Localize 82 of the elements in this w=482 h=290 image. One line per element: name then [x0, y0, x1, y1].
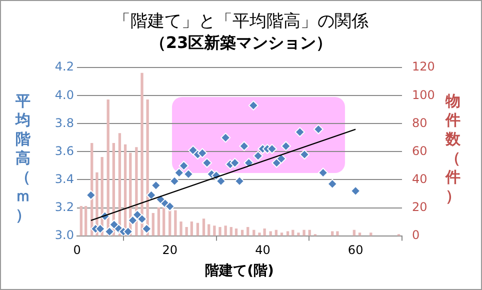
bar	[230, 227, 232, 236]
x-tick-label: 60	[348, 243, 364, 258]
point	[350, 186, 361, 196]
point	[197, 148, 208, 158]
point	[137, 214, 147, 224]
y-tick-label: 3.4	[54, 172, 74, 186]
point	[86, 190, 96, 200]
y2-tick-label: 20	[412, 200, 428, 214]
bar	[202, 218, 206, 236]
bar	[190, 221, 194, 236]
point	[239, 141, 250, 152]
bar	[280, 232, 284, 236]
bar	[224, 226, 227, 236]
point	[253, 150, 264, 161]
point	[202, 158, 212, 168]
point	[234, 176, 244, 186]
bar	[84, 206, 88, 236]
point	[123, 226, 134, 236]
point	[146, 190, 156, 200]
point	[128, 215, 138, 226]
y2-tick-label: 100	[412, 88, 435, 102]
y-tick-label: 3.6	[54, 144, 74, 158]
y-tick-label: 3.0	[54, 228, 74, 242]
y-tick-label: 4.0	[54, 88, 74, 102]
bar	[336, 231, 339, 236]
x-tick-label: 0	[73, 243, 81, 258]
point	[164, 201, 175, 212]
point	[294, 127, 305, 138]
y2-axis-title: 物件数（件）	[444, 92, 462, 206]
chart-subtitle: （23区新築マンション）	[150, 33, 332, 52]
x-axis-title: 階建て(階)	[205, 263, 274, 280]
y2-tick-label: 60	[412, 144, 428, 158]
point	[142, 224, 152, 234]
bar	[185, 227, 188, 236]
bar	[174, 210, 177, 236]
bar	[218, 227, 222, 236]
bar	[234, 228, 238, 236]
point	[318, 168, 328, 178]
bar	[302, 230, 306, 236]
bar	[162, 207, 166, 236]
y2-tick-label: 40	[412, 172, 428, 186]
point	[327, 178, 338, 189]
point	[220, 132, 231, 143]
point	[95, 224, 106, 234]
point	[300, 150, 310, 160]
y2-tick-label: 0	[412, 228, 420, 242]
point	[280, 141, 291, 152]
chart-title: 「階建て」と「平均階高」の関係	[114, 12, 368, 32]
bar	[258, 232, 261, 236]
point	[178, 160, 189, 171]
point	[230, 158, 240, 168]
y-axis-title: 平均階高（ｍ）	[14, 92, 32, 225]
point	[183, 169, 194, 180]
y2-tick-label: 80	[412, 116, 428, 130]
y-tick-label: 3.8	[54, 116, 74, 130]
bar	[358, 232, 362, 236]
bar	[213, 226, 216, 236]
bar	[157, 207, 160, 236]
point	[267, 144, 277, 154]
point	[104, 226, 114, 236]
x-tick-label: 40	[255, 243, 270, 258]
x-tick-label: 20	[162, 243, 178, 258]
point	[170, 176, 180, 186]
point	[216, 176, 226, 186]
point	[276, 154, 286, 164]
point	[150, 180, 161, 190]
bar	[263, 228, 266, 236]
y2-tick-label: 120	[412, 60, 435, 74]
y-tick-label: 3.2	[54, 200, 74, 214]
bar	[246, 227, 250, 236]
bar	[180, 221, 182, 236]
bar	[152, 213, 154, 236]
point	[313, 124, 324, 134]
bar	[80, 206, 83, 236]
bar	[140, 72, 144, 236]
bar	[196, 222, 200, 236]
bar	[370, 232, 372, 236]
point	[248, 100, 258, 110]
point	[174, 168, 184, 178]
y-tick-label: 4.2	[54, 60, 74, 74]
bar	[297, 232, 300, 236]
bar	[146, 100, 149, 236]
